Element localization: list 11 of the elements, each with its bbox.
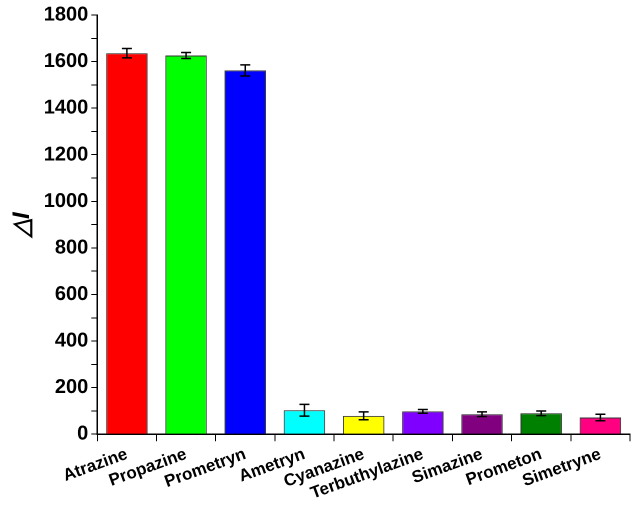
y-tick-label: 1000 xyxy=(44,190,88,212)
y-tick-label: 600 xyxy=(54,283,88,306)
y-axis-title: △I xyxy=(8,210,36,239)
y-tick-label: 0 xyxy=(77,422,88,445)
y-tick-label: 800 xyxy=(54,236,88,258)
y-tick-label: 1200 xyxy=(44,143,88,166)
y-tick-label: 1600 xyxy=(44,50,88,72)
y-tick-label: 400 xyxy=(54,330,88,352)
y-tick-label: 1400 xyxy=(44,96,88,119)
y-tick-label: 200 xyxy=(54,376,88,398)
y-tick-label: 1800 xyxy=(44,4,88,26)
